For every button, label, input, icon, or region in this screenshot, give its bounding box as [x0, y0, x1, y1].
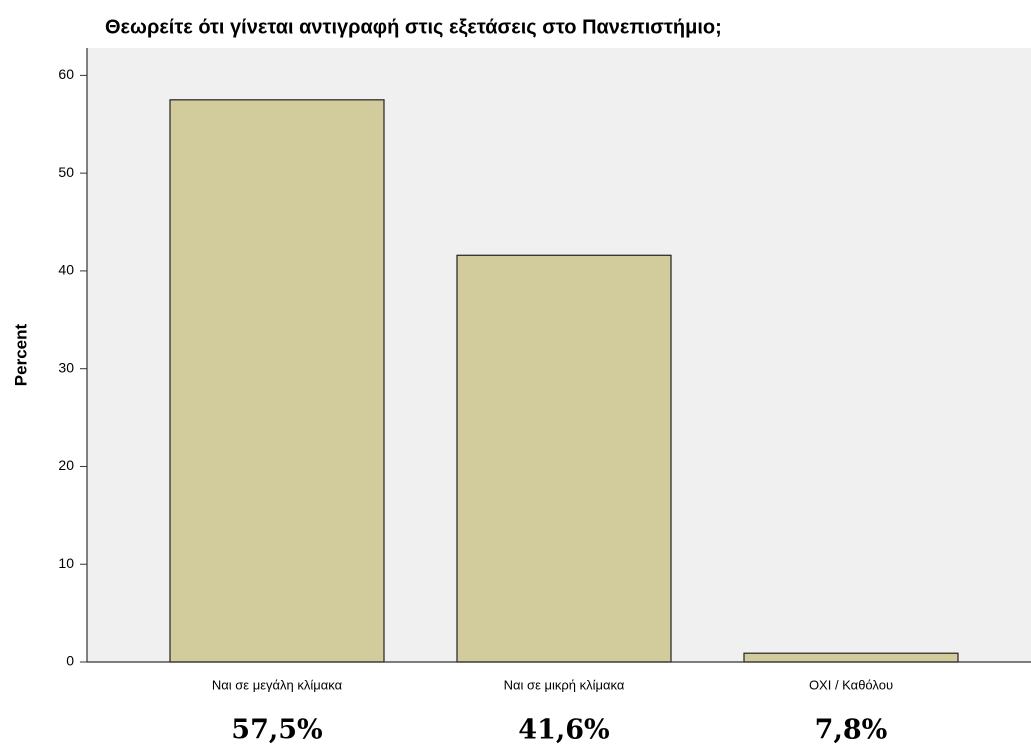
bar: [169, 99, 385, 663]
y-axis-label: Percent: [11, 323, 30, 386]
y-tick-label: 60: [58, 66, 74, 82]
x-tick-label: Ναι σε μεγάλη κλίμακα: [212, 677, 343, 692]
annotation: 41,6%: [518, 715, 609, 746]
bar: [743, 652, 959, 663]
x-tick-label: ΟΧΙ / Καθόλου: [809, 677, 893, 692]
y-tick-label: 10: [58, 555, 74, 571]
y-tick-label: 20: [58, 457, 74, 473]
y-tick-label: 50: [58, 164, 74, 180]
y-tick-label: 0: [66, 653, 74, 669]
chart-title: Θεωρείτε ότι γίνεται αντιγραφή στις εξετ…: [105, 16, 722, 38]
annotation: 7,8%: [815, 715, 888, 746]
y-tick-label: 40: [58, 262, 74, 278]
y-tick-label: 30: [58, 359, 74, 375]
annotation: 57,5%: [231, 715, 322, 746]
bar: [456, 254, 672, 663]
x-tick-label: Ναι σε μικρή κλίμακα: [504, 677, 625, 692]
